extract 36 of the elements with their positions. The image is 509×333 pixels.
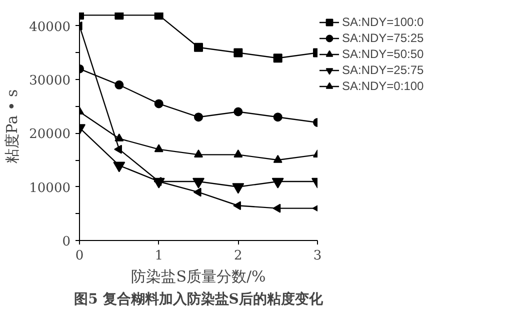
point [273,54,282,63]
point [154,12,164,20]
point [194,150,203,158]
point [154,176,162,186]
point [273,154,282,163]
point [193,188,202,197]
caption: 图5 复合糊料加入防染盐S后的粘度变化 [74,290,324,308]
x-tick-label: 1 [154,248,163,264]
point [114,133,124,142]
y-axis-title: 粘度Pa • s [3,89,22,164]
point [234,150,243,158]
y-tick-label: 10000 [29,180,71,196]
point [114,80,124,90]
point [154,99,164,108]
x-tick-label: 2 [234,248,242,264]
legend-label: SA:NDY=0:100 [342,78,424,94]
point [114,12,124,20]
y-tick-label: 30000 [29,74,71,89]
x-tick-label: 3 [313,248,322,264]
point [233,201,241,210]
y-tick-label: 0 [62,234,71,250]
point [194,112,203,122]
point [194,42,203,52]
x-tick-label: 0 [75,248,84,264]
point [234,107,243,116]
point [234,48,243,58]
legend-label: SA:NDY=100:0 [342,14,424,30]
legend-label: SA:NDY=50:50 [342,46,424,62]
legend-label: SA:NDY=25:75 [342,62,424,78]
y-tick-label: 40000 [29,20,71,35]
x-axis-title: 防染盐S质量分数/% [131,268,266,286]
point [272,204,281,213]
legend-label: SA:NDY=75:25 [342,30,424,46]
y-tick-label: 20000 [29,127,71,142]
point [154,144,164,152]
point [273,112,282,122]
